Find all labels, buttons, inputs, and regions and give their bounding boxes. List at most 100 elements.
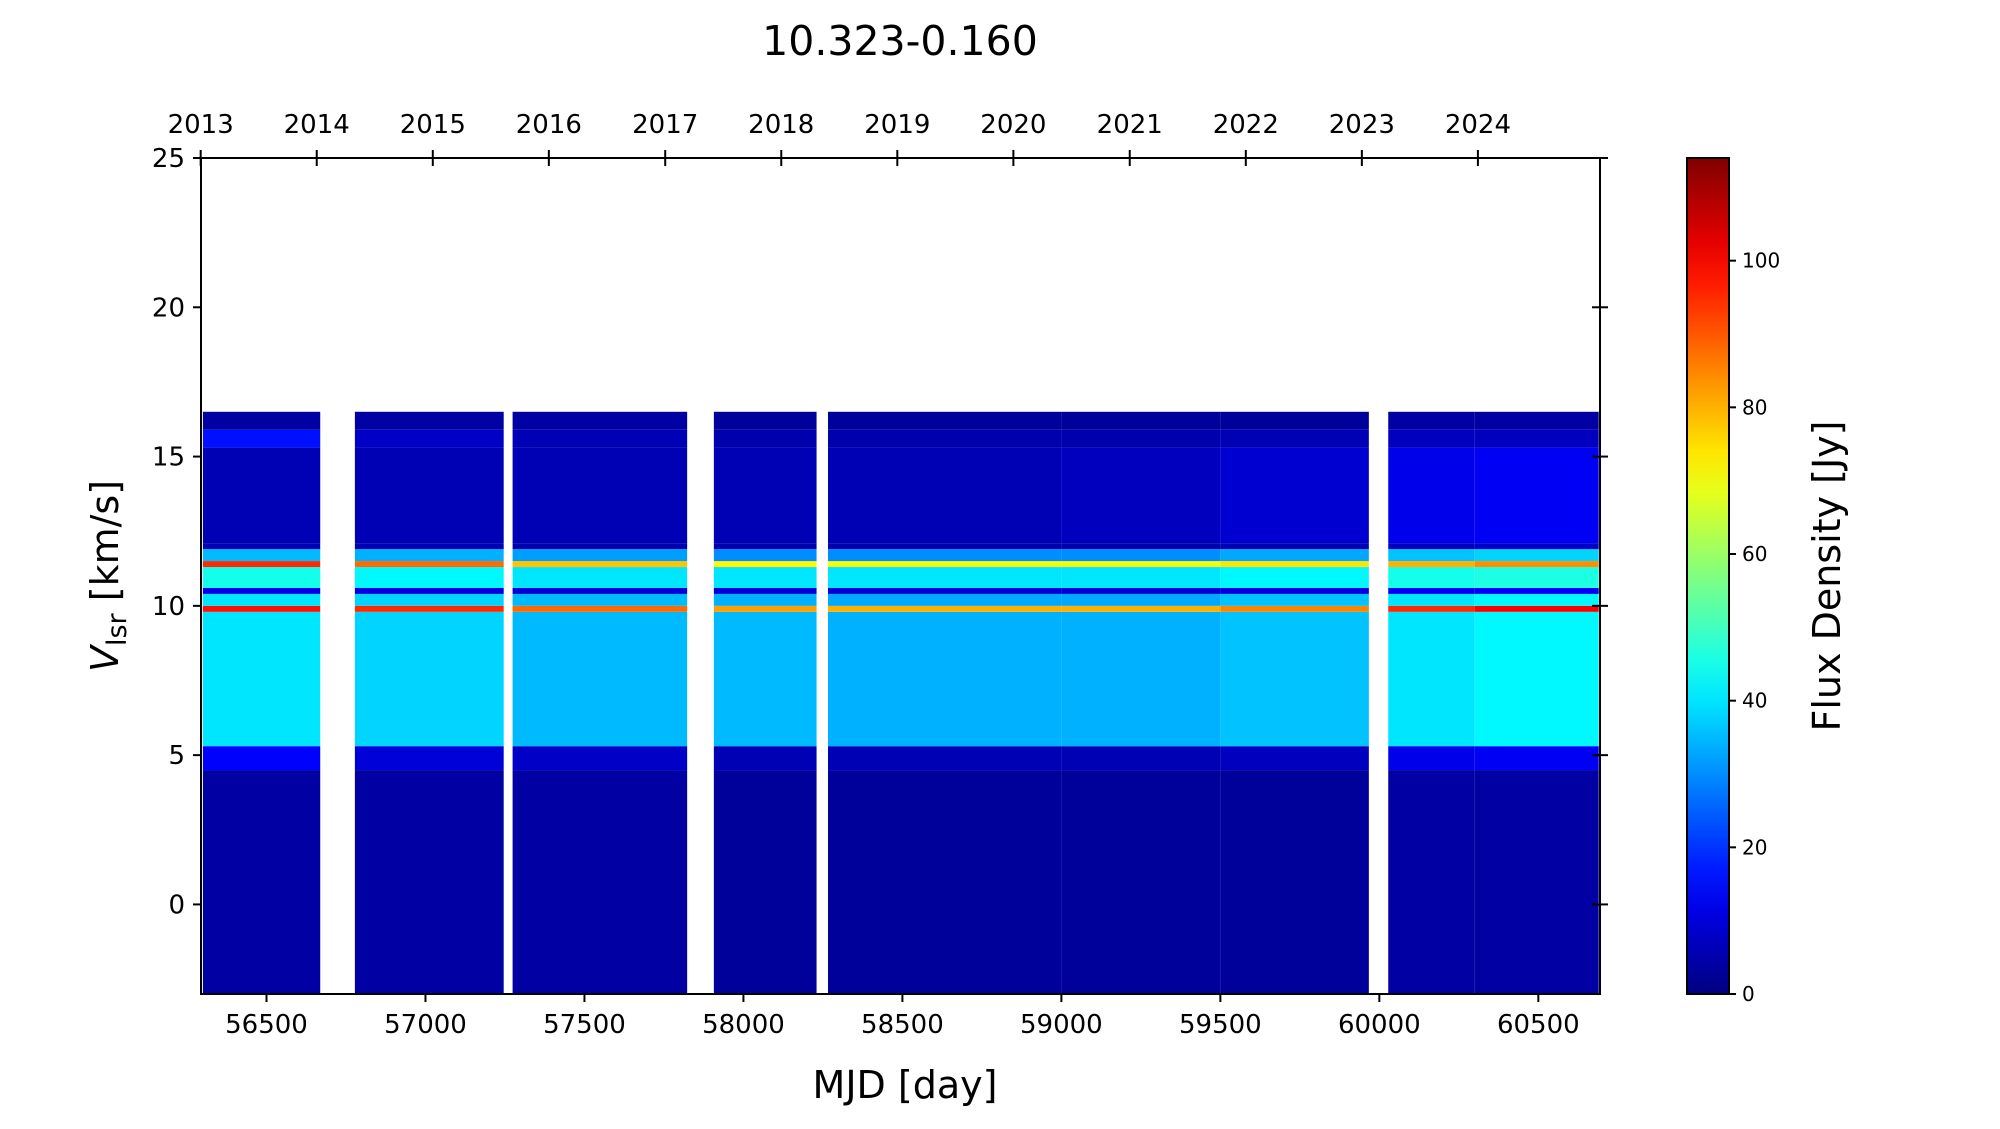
heatmap-cell — [828, 567, 1062, 588]
top-x-tick-label: 2018 — [748, 110, 814, 140]
top-x-tick-label: 2023 — [1329, 110, 1395, 140]
x-axis-label: MJD [day] — [813, 1063, 998, 1107]
heatmap-cell — [512, 447, 688, 544]
heatmap-cell — [1474, 543, 1599, 550]
heatmap-cell — [512, 611, 688, 747]
y-tick-label: 10 — [152, 592, 185, 622]
heatmap-cell — [1061, 587, 1221, 594]
top-x-tick-label: 2022 — [1213, 110, 1279, 140]
top-x-tick-label: 2014 — [284, 110, 350, 140]
heatmap-cell — [202, 447, 321, 544]
heatmap-cell — [1061, 561, 1221, 568]
heatmap-cell — [202, 605, 321, 612]
heatmap-cell — [512, 429, 688, 448]
y-tick-label: 0 — [168, 890, 185, 920]
heatmap-cell — [1388, 429, 1475, 448]
heatmap-cell — [713, 605, 817, 612]
heatmap-cell — [1061, 411, 1221, 430]
heatmap-cell — [354, 411, 504, 430]
x-tick-label: 59500 — [1179, 1010, 1262, 1040]
heatmap-cell — [1474, 587, 1599, 594]
heatmap-cell — [202, 429, 321, 448]
heatmap-cell — [1220, 543, 1369, 550]
heatmap-cell — [354, 543, 504, 550]
heatmap-cell — [202, 543, 321, 550]
heatmap-cell — [713, 593, 817, 606]
top-x-tick-label: 2021 — [1097, 110, 1163, 140]
top-x-tick-label: 2015 — [400, 110, 466, 140]
heatmap-cell — [1220, 549, 1369, 562]
heatmap-cell — [1061, 593, 1221, 606]
heatmap-cell — [202, 593, 321, 606]
heatmap-cell — [1220, 611, 1369, 747]
heatmap-cell — [1388, 447, 1475, 544]
heatmap-cell — [1474, 605, 1599, 612]
heatmap-cell — [512, 561, 688, 568]
heatmap-cell — [1474, 593, 1599, 606]
x-tick-label: 57500 — [543, 1010, 626, 1040]
heatmap-cell — [828, 611, 1062, 747]
colorbar-tick-label: 100 — [1742, 249, 1780, 273]
y-tick-label: 15 — [152, 443, 185, 473]
heatmap-cell — [202, 746, 321, 771]
heatmap-cell — [713, 770, 817, 994]
heatmap-cell — [1220, 587, 1369, 594]
heatmap-cell — [1388, 567, 1475, 588]
colorbar-label: Flux Density [Jy] — [1805, 421, 1849, 732]
heatmap-cell — [1061, 770, 1221, 994]
y-label-unit: [km/s] — [83, 480, 127, 601]
top-x-tick-label: 2024 — [1445, 110, 1511, 140]
top-x-tick-label: 2016 — [516, 110, 582, 140]
heatmap-cell — [1474, 561, 1599, 568]
heatmap-cell — [1220, 593, 1369, 606]
heatmap-cell — [1061, 447, 1221, 544]
chart-title: 10.323-0.160 — [762, 17, 1038, 65]
heatmap-cell — [1220, 605, 1369, 612]
heatmap-cell — [713, 746, 817, 771]
heatmap-cell — [1474, 411, 1599, 430]
heatmap-cell — [1061, 611, 1221, 747]
heatmap-cell — [1061, 605, 1221, 612]
heatmap-cell — [202, 567, 321, 588]
heatmap-cell — [1388, 770, 1475, 994]
heatmap-cell — [713, 411, 817, 430]
x-tick-label: 60500 — [1497, 1010, 1580, 1040]
colorbar-tick-label: 0 — [1742, 982, 1755, 1006]
heatmap-cell — [1474, 549, 1599, 562]
colorbar-tick-label: 80 — [1742, 395, 1767, 419]
heatmap-cell — [828, 770, 1062, 994]
heatmap-cell — [1388, 746, 1475, 771]
heatmap-cell — [1061, 543, 1221, 550]
heatmap-cell — [828, 543, 1062, 550]
heatmap-cell — [1474, 611, 1599, 747]
heatmap-cell — [828, 746, 1062, 771]
heatmap-cell — [1474, 567, 1599, 588]
heatmap-cell — [512, 411, 688, 430]
heatmap-cell — [828, 561, 1062, 568]
heatmap-cell — [202, 611, 321, 747]
heatmap-cell — [1474, 746, 1599, 771]
heatmap-cell — [512, 593, 688, 606]
x-tick-label: 56500 — [225, 1010, 308, 1040]
heatmap-cell — [1474, 429, 1599, 448]
heatmap-cell — [354, 429, 504, 448]
heatmap-cell — [1061, 429, 1221, 448]
heatmap-cell — [202, 411, 321, 430]
heatmap-cell — [512, 543, 688, 550]
x-tick-label: 60000 — [1338, 1010, 1421, 1040]
heatmap-cell — [202, 561, 321, 568]
heatmap-cell — [713, 611, 817, 747]
heatmap-cell — [1388, 593, 1475, 606]
heatmap-cell — [1061, 549, 1221, 562]
colorbar — [1686, 157, 1730, 995]
heatmap-cell — [202, 549, 321, 562]
heatmap-cell — [1061, 746, 1221, 771]
x-tick-label: 59000 — [1020, 1010, 1103, 1040]
top-x-tick-label: 2017 — [632, 110, 698, 140]
heatmap-cell — [713, 567, 817, 588]
colorbar-tick-label: 40 — [1742, 689, 1767, 713]
x-tick-label: 58000 — [702, 1010, 785, 1040]
heatmap-cell — [202, 770, 321, 994]
heatmap-cell — [713, 561, 817, 568]
heatmap-cell — [354, 593, 504, 606]
